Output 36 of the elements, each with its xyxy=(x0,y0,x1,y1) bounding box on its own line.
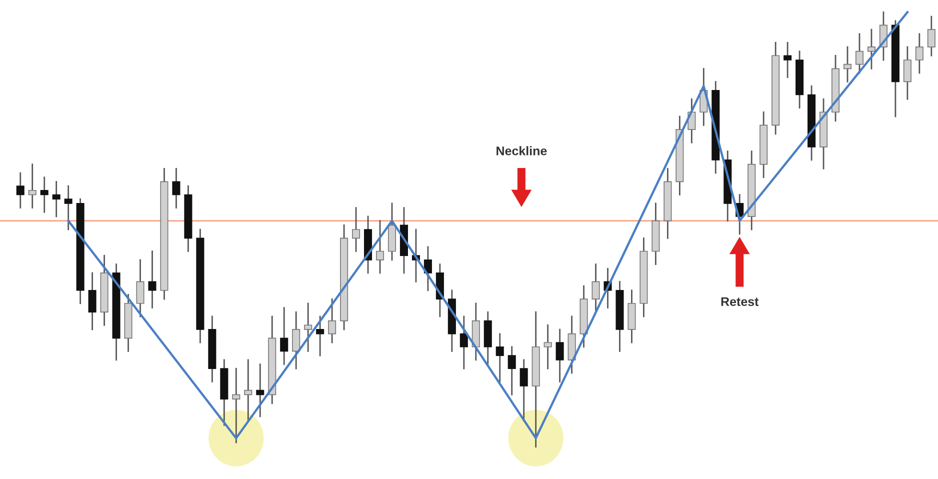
annotation: Retest xyxy=(721,297,759,306)
candlestick xyxy=(460,316,468,370)
candlestick xyxy=(172,168,180,208)
candlestick xyxy=(592,264,600,313)
candlestick xyxy=(903,46,912,100)
candlestick xyxy=(16,172,24,208)
candlestick xyxy=(867,28,876,70)
candlestick xyxy=(64,185,72,230)
candlestick xyxy=(424,246,432,292)
candlestick xyxy=(232,368,240,444)
candlestick xyxy=(508,346,516,396)
candlestick xyxy=(40,176,48,213)
candlestick xyxy=(376,220,384,274)
candlestick xyxy=(304,302,312,352)
candlestick xyxy=(520,359,528,422)
candlestick xyxy=(855,33,864,74)
candlestick xyxy=(256,364,264,418)
candlestick xyxy=(88,272,96,330)
candlestick xyxy=(136,259,144,318)
candlestick xyxy=(292,311,300,370)
candlestick xyxy=(280,307,288,365)
candlestick xyxy=(328,298,336,344)
candlestick xyxy=(784,42,792,78)
candlestick xyxy=(52,180,60,218)
annotation: Neckline xyxy=(496,146,547,156)
candlestick xyxy=(244,359,252,422)
candlestick xyxy=(316,316,324,356)
candlestick xyxy=(544,324,552,370)
candlestick xyxy=(148,250,156,308)
candlestick xyxy=(496,333,504,382)
candlestick xyxy=(927,16,936,56)
candlestick xyxy=(28,164,36,208)
candlestick xyxy=(556,328,564,382)
candlestick xyxy=(915,33,924,74)
candlestick xyxy=(352,207,360,252)
candlestick xyxy=(843,46,852,82)
